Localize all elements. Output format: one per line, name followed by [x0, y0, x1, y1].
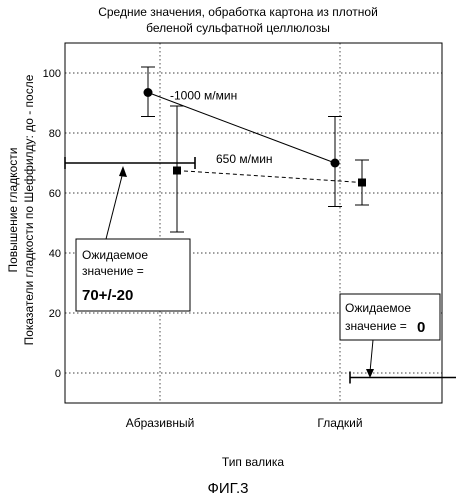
- data-point-1-1: [358, 179, 366, 187]
- callout-abrasive-value: 70+/-20: [82, 287, 133, 304]
- y-tick-label-0: 0: [55, 368, 61, 380]
- chart-title-line2: беленой сульфатной целлюлозы: [146, 21, 330, 35]
- data-point-0-1: [331, 159, 340, 168]
- y-tick-label-80: 80: [49, 128, 61, 140]
- series-label-0: -1000 м/мин: [170, 89, 237, 103]
- callout-smooth-line2: значение =: [345, 319, 407, 333]
- chart-title-line1: Средние значения, обработка картона из п…: [98, 5, 378, 19]
- series-label-1: 650 м/мин: [216, 152, 273, 166]
- y-tick-label-20: 20: [49, 308, 61, 320]
- y-axis-label-line2: Показатели гладкости по Шеффилду: до - п…: [22, 74, 36, 345]
- series-line-1: [177, 171, 362, 183]
- y-tick-label-40: 40: [49, 248, 61, 260]
- callout-abrasive-line1: Ожидаемое: [82, 248, 148, 262]
- x-categories: Абразивный Гладкий: [126, 416, 363, 430]
- figure-label: ФИГ.3: [208, 480, 249, 497]
- x-category-label-1: Гладкий: [317, 416, 362, 430]
- data-point-1-0: [173, 167, 181, 175]
- callout-abrasive-arrowhead: [119, 166, 127, 177]
- callout-smooth-line1: Ожидаемое: [345, 301, 411, 315]
- data-series: -1000 м/мин 650 м/мин: [141, 67, 369, 232]
- callout-smooth-value: 0: [417, 319, 425, 336]
- grid: [65, 43, 442, 403]
- x-category-label-0: Абразивный: [126, 416, 195, 430]
- y-tick-label-60: 60: [49, 188, 61, 200]
- callout-smooth-arrowhead: [366, 369, 374, 378]
- plot-area: [65, 43, 442, 403]
- callout-smooth: Ожидаемое значение = 0: [340, 294, 440, 378]
- y-axis-label-line1: Повышение гладкости: [6, 148, 20, 273]
- callout-abrasive-arrow: [106, 172, 123, 239]
- y-tick-label-100: 100: [43, 68, 61, 80]
- x-axis-label: Тип валика: [222, 455, 284, 469]
- callout-abrasive-line2: значение =: [82, 264, 144, 278]
- callout-abrasive: Ожидаемое значение = 70+/-20: [76, 166, 190, 311]
- data-point-0-0: [144, 88, 153, 97]
- y-ticks: 0 20 40 60 80 100: [43, 68, 61, 380]
- callout-smooth-arrow: [370, 340, 373, 372]
